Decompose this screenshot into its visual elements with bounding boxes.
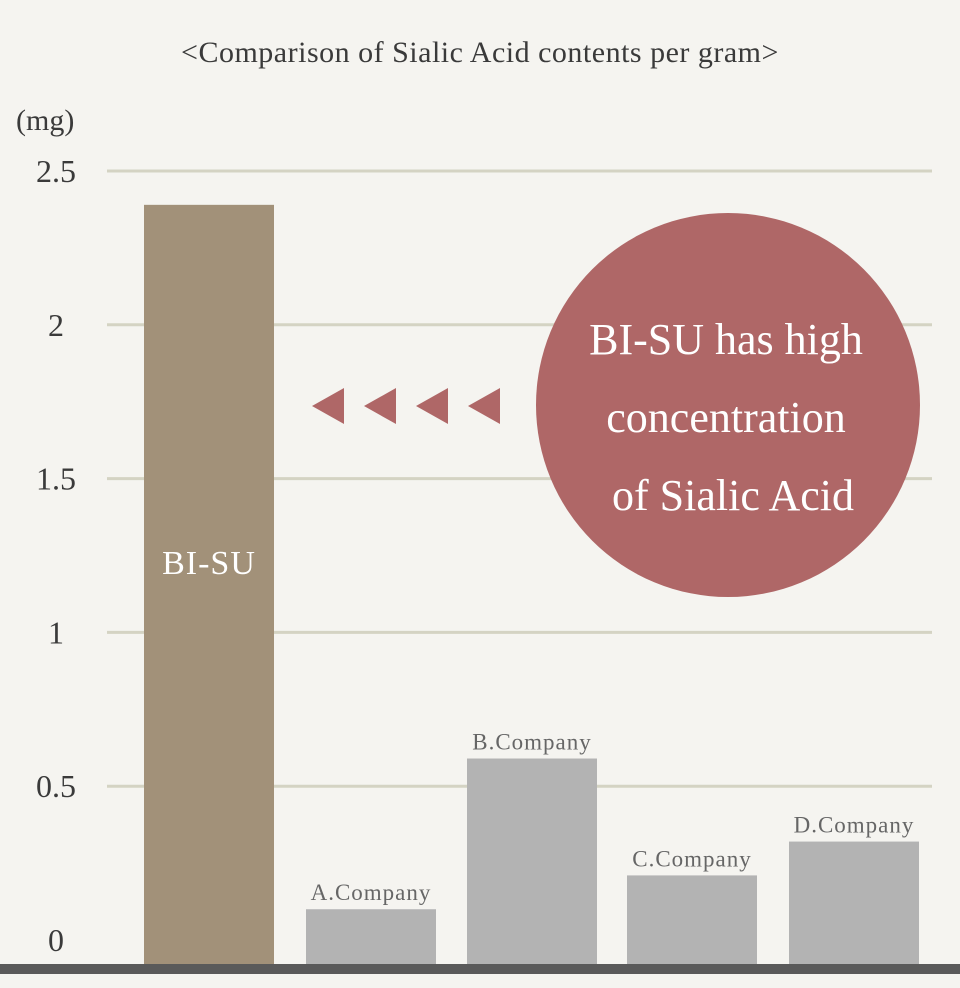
bar-label: A.Company xyxy=(311,880,432,905)
bar-label: D.Company xyxy=(794,813,915,838)
callout-text-line: concentration xyxy=(606,393,845,442)
y-tick-label: 0.5 xyxy=(36,768,76,804)
arrow-left-icon xyxy=(312,388,344,424)
bar xyxy=(306,909,436,966)
y-axis-unit-label: (mg) xyxy=(16,104,74,137)
bar xyxy=(144,204,274,966)
chart-title: <Comparison of Sialic Acid contents per … xyxy=(181,36,779,69)
callout: BI-SU has high concentration of Sialic Aci… xyxy=(536,213,920,597)
x-axis-baseline xyxy=(0,964,960,974)
bar-label: BI-SU xyxy=(162,545,256,582)
y-tick-label: 0 xyxy=(48,922,64,958)
y-tick-label: 2 xyxy=(48,307,64,343)
y-tick-label: 1 xyxy=(48,614,64,650)
y-tick-label: 1.5 xyxy=(36,461,76,497)
y-tick-label: 2.5 xyxy=(36,153,76,189)
arrow-group xyxy=(312,388,500,424)
arrow-left-icon xyxy=(468,388,500,424)
bar-label: B.Company xyxy=(472,730,592,755)
arrow-left-icon xyxy=(364,388,396,424)
arrow-left-icon xyxy=(416,388,448,424)
bar xyxy=(789,841,919,966)
callout-text-line: of Sialic Acid xyxy=(612,471,854,520)
bar xyxy=(627,875,757,966)
callout-text-line: BI-SU has high xyxy=(589,315,863,364)
callout-circle xyxy=(536,213,920,597)
y-axis-ticks: 0 0.5 1 1.5 2 2.5 xyxy=(36,153,76,958)
bar-label: C.Company xyxy=(632,846,752,871)
bars: BI-SU A.Company B.Company C.Company D.Compan… xyxy=(144,204,919,966)
bar xyxy=(467,758,597,966)
